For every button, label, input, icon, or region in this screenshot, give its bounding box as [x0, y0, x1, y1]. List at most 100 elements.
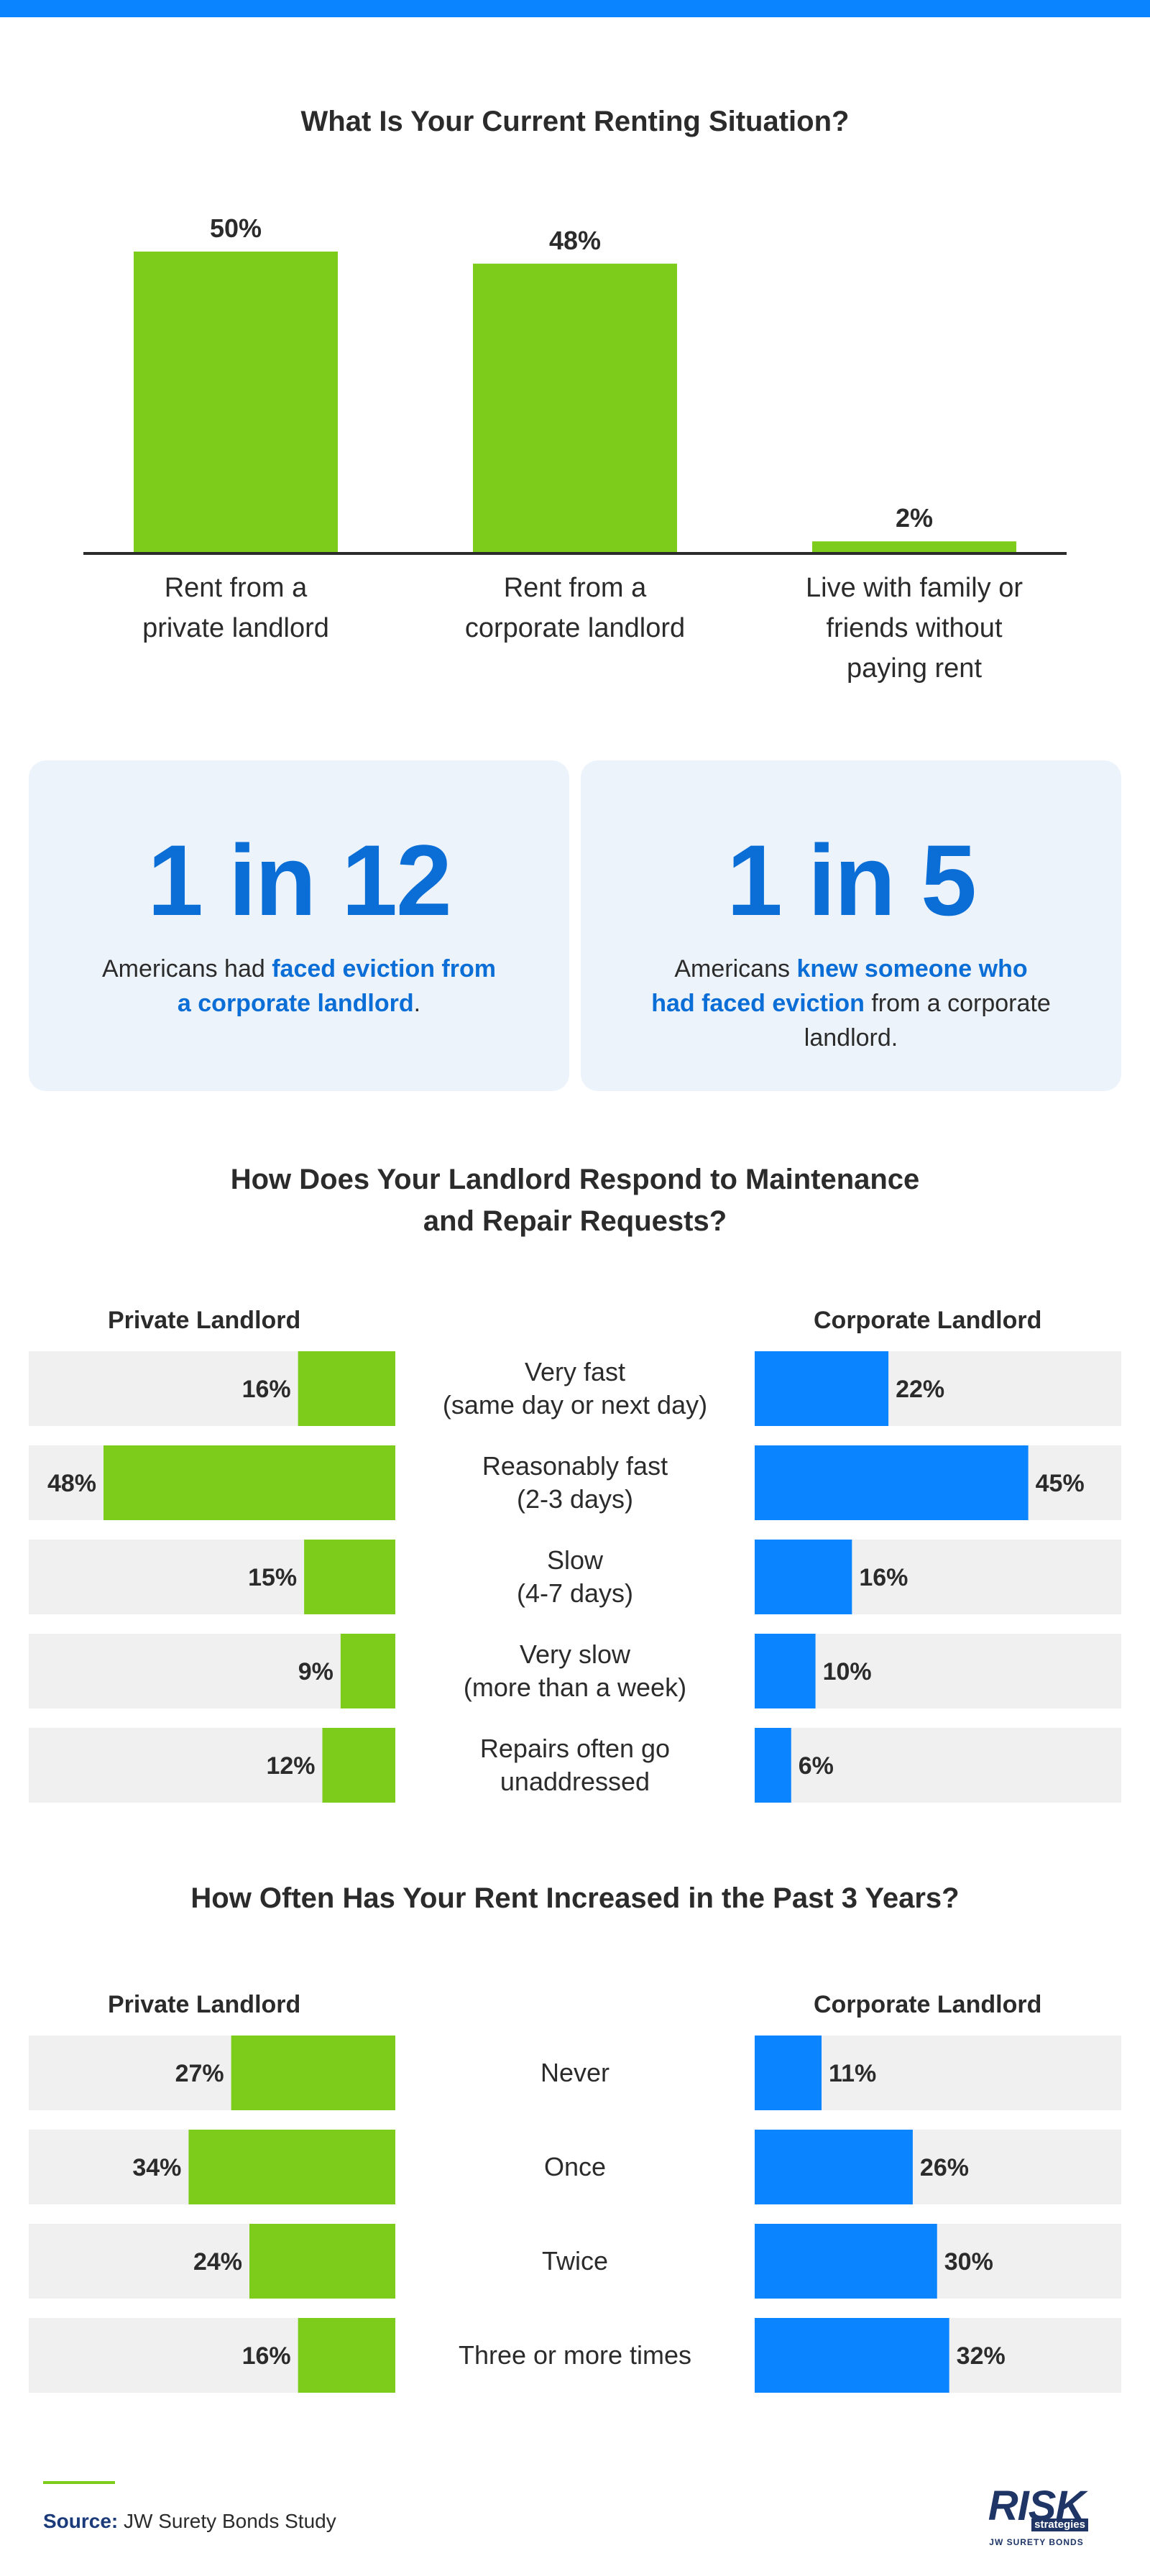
category-label: private landlord: [142, 613, 329, 643]
bar: [755, 1728, 791, 1803]
value-label: 50%: [210, 213, 262, 243]
category-label: friends without: [826, 613, 1002, 643]
category-label: Once: [544, 2152, 606, 2181]
value-label: 24%: [193, 2248, 242, 2276]
bar: [755, 2036, 822, 2110]
bar: [249, 2224, 395, 2299]
bar-track: [755, 1634, 1121, 1708]
chart3-title: How Often Has Your Rent Increased in the…: [190, 1882, 960, 1914]
bar: [755, 1540, 852, 1614]
risk-strategies-logo: RISK strategies JW SURETY BONDS: [979, 2485, 1094, 2557]
value-label: 26%: [920, 2154, 969, 2181]
x-axis-line: [83, 552, 1067, 555]
chart1-title: What Is Your Current Renting Situation?: [300, 106, 850, 137]
chart2-title-line1: How Does Your Landlord Respond to Mainte…: [230, 1164, 920, 1195]
value-label: 10%: [823, 1658, 872, 1685]
stat-text-post: from a corporate landlord.: [804, 990, 1051, 1052]
renting-situation-svg: 50% Rent from a private landlord 48% Rent fr…: [83, 213, 1067, 684]
bar: [755, 2224, 937, 2299]
stat-text-post: .: [413, 990, 421, 1017]
bar: [812, 541, 1016, 553]
logo-subtitle: strategies: [1031, 2518, 1088, 2531]
category-label: (2-3 days): [517, 1484, 633, 1514]
category-label: Slow: [547, 1545, 604, 1575]
bar: [755, 1634, 816, 1708]
value-label: 32%: [957, 2342, 1006, 2370]
value-label: 30%: [944, 2248, 993, 2276]
bar: [298, 2318, 395, 2393]
category-label: corporate landlord: [465, 613, 685, 643]
bar: [104, 1445, 395, 1520]
stat-card-knew-evicted: 1 in 5 Americans knew someone who had fa…: [581, 760, 1121, 1091]
stat-text-pre: Americans: [674, 955, 797, 983]
bar: [298, 1351, 395, 1426]
chart2-title-line2: and Repair Requests?: [423, 1205, 727, 1237]
left-series-header: Private Landlord: [108, 1307, 301, 1334]
category-label: Very fast: [525, 1357, 625, 1386]
category-label: Repairs often go: [480, 1734, 670, 1763]
category-label: Twice: [542, 2246, 608, 2276]
right-series-header: Corporate Landlord: [814, 1991, 1042, 2018]
source-note: Source: JW Surety Bonds Study: [43, 2510, 336, 2533]
value-label: 16%: [242, 1376, 291, 1403]
value-label: 6%: [799, 1752, 834, 1780]
renting-situation-chart: 50% Rent from a private landlord 48% Rent fr…: [0, 172, 1150, 719]
bar: [134, 252, 338, 553]
bar: [188, 2130, 395, 2204]
top-accent-bar: [0, 0, 1150, 17]
bar: [755, 1351, 889, 1426]
category-label: paying rent: [847, 653, 982, 684]
stat-card-evicted: 1 in 12 Americans had faced eviction fro…: [29, 760, 569, 1091]
value-label: 11%: [829, 2060, 876, 2087]
category-label: Never: [540, 2058, 610, 2087]
category-label: (same day or next day): [443, 1390, 707, 1420]
category-label: Very slow: [520, 1639, 631, 1669]
stat-text-highlight: knew someone who had faced eviction: [651, 955, 1028, 1017]
bar-track: [29, 1634, 395, 1708]
category-label: Live with family or: [806, 573, 1023, 603]
bar: [304, 1540, 395, 1614]
category-label: Three or more times: [459, 2340, 691, 2370]
category-label: (4-7 days): [517, 1578, 633, 1608]
value-label: 15%: [248, 1564, 297, 1591]
value-label: 27%: [175, 2060, 224, 2087]
category-label: Rent from a: [165, 573, 308, 603]
footer-divider: [43, 2481, 115, 2484]
bar: [755, 1445, 1029, 1520]
category-label: (more than a week): [464, 1673, 686, 1702]
value-label: 48%: [549, 226, 601, 255]
bar: [473, 263, 677, 553]
bar: [231, 2036, 395, 2110]
value-label: 48%: [47, 1470, 96, 1497]
source-label: Source:: [43, 2510, 119, 2532]
stat-big-number: 1 in 12: [147, 824, 452, 937]
value-label: 2%: [896, 503, 933, 533]
category-label: Reasonably fast: [482, 1451, 668, 1481]
source-text: JW Surety Bonds Study: [124, 2510, 336, 2532]
maintenance-response-chart: Private Landlord Corporate Landlord 16% 2…: [0, 1307, 1150, 1824]
stat-big-number: 1 in 5: [727, 824, 977, 937]
bar: [340, 1634, 395, 1708]
rent-increase-svg: 27% 11% Never 34% 26% Once 24% 30% Twice 16% 32% Th…: [29, 2036, 1121, 2393]
stat-description: Americans had faced eviction from a corp…: [98, 952, 500, 1021]
bar: [755, 2318, 949, 2393]
value-label: 34%: [132, 2154, 181, 2181]
rent-increase-chart: Private Landlord Corporate Landlord 27% 1…: [0, 1991, 1150, 2422]
value-label: 16%: [242, 2342, 291, 2370]
category-label: Rent from a: [504, 573, 647, 603]
bar: [322, 1728, 395, 1803]
stat-text-highlight: faced eviction from a corporate landlord: [177, 955, 496, 1017]
value-label: 45%: [1036, 1470, 1085, 1497]
category-label: unaddressed: [500, 1767, 650, 1796]
stat-text-pre: Americans had: [102, 955, 272, 983]
value-label: 16%: [859, 1564, 908, 1591]
bar-track: [755, 1728, 1121, 1803]
right-series-header: Corporate Landlord: [814, 1307, 1042, 1334]
value-label: 22%: [896, 1376, 944, 1403]
left-series-header: Private Landlord: [108, 1991, 301, 2018]
logo-tagline: JW SURETY BONDS: [989, 2537, 1084, 2547]
value-label: 9%: [298, 1658, 334, 1685]
bar: [755, 2130, 913, 2204]
value-label: 12%: [266, 1752, 315, 1780]
maintenance-response-svg: 16% 22% Very fast (same day or next day) 48%…: [29, 1351, 1121, 1803]
